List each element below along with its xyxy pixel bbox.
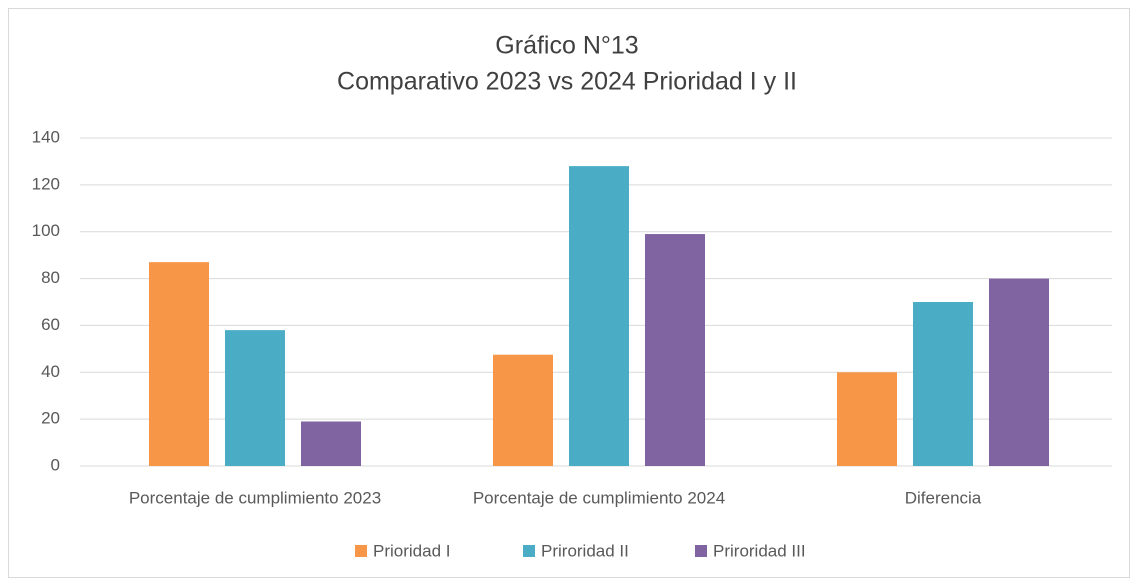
- bar: [569, 166, 629, 466]
- bar: [837, 372, 897, 466]
- y-tick-label: 80: [41, 268, 60, 287]
- y-tick-label: 140: [32, 127, 60, 146]
- y-tick-label: 120: [32, 174, 60, 193]
- legend-swatch: [355, 545, 367, 557]
- legend-swatch: [695, 545, 707, 557]
- bar: [149, 262, 209, 466]
- x-tick-label: Porcentaje de cumplimiento 2023: [129, 488, 381, 507]
- y-tick-label: 60: [41, 315, 60, 334]
- y-tick-label: 100: [32, 221, 60, 240]
- y-tick-label: 0: [51, 455, 60, 474]
- bar: [645, 234, 705, 466]
- y-tick-label: 20: [41, 409, 60, 428]
- legend-label: Priroridad III: [713, 541, 806, 560]
- bar: [301, 421, 361, 466]
- legend-label: Priroridad II: [541, 541, 629, 560]
- x-tick-label: Porcentaje de cumplimiento 2024: [473, 488, 725, 507]
- x-tick-label: Diferencia: [905, 488, 982, 507]
- bar: [493, 354, 553, 466]
- bar: [989, 278, 1049, 466]
- legend-swatch: [523, 545, 535, 557]
- y-tick-label: 40: [41, 362, 60, 381]
- bar: [913, 302, 973, 466]
- bar: [225, 330, 285, 466]
- chart-subtitle: Comparativo 2023 vs 2024 Prioridad I y I…: [337, 68, 797, 96]
- legend-label: Prioridad I: [373, 541, 450, 560]
- chart-title: Gráfico N°13: [495, 32, 638, 60]
